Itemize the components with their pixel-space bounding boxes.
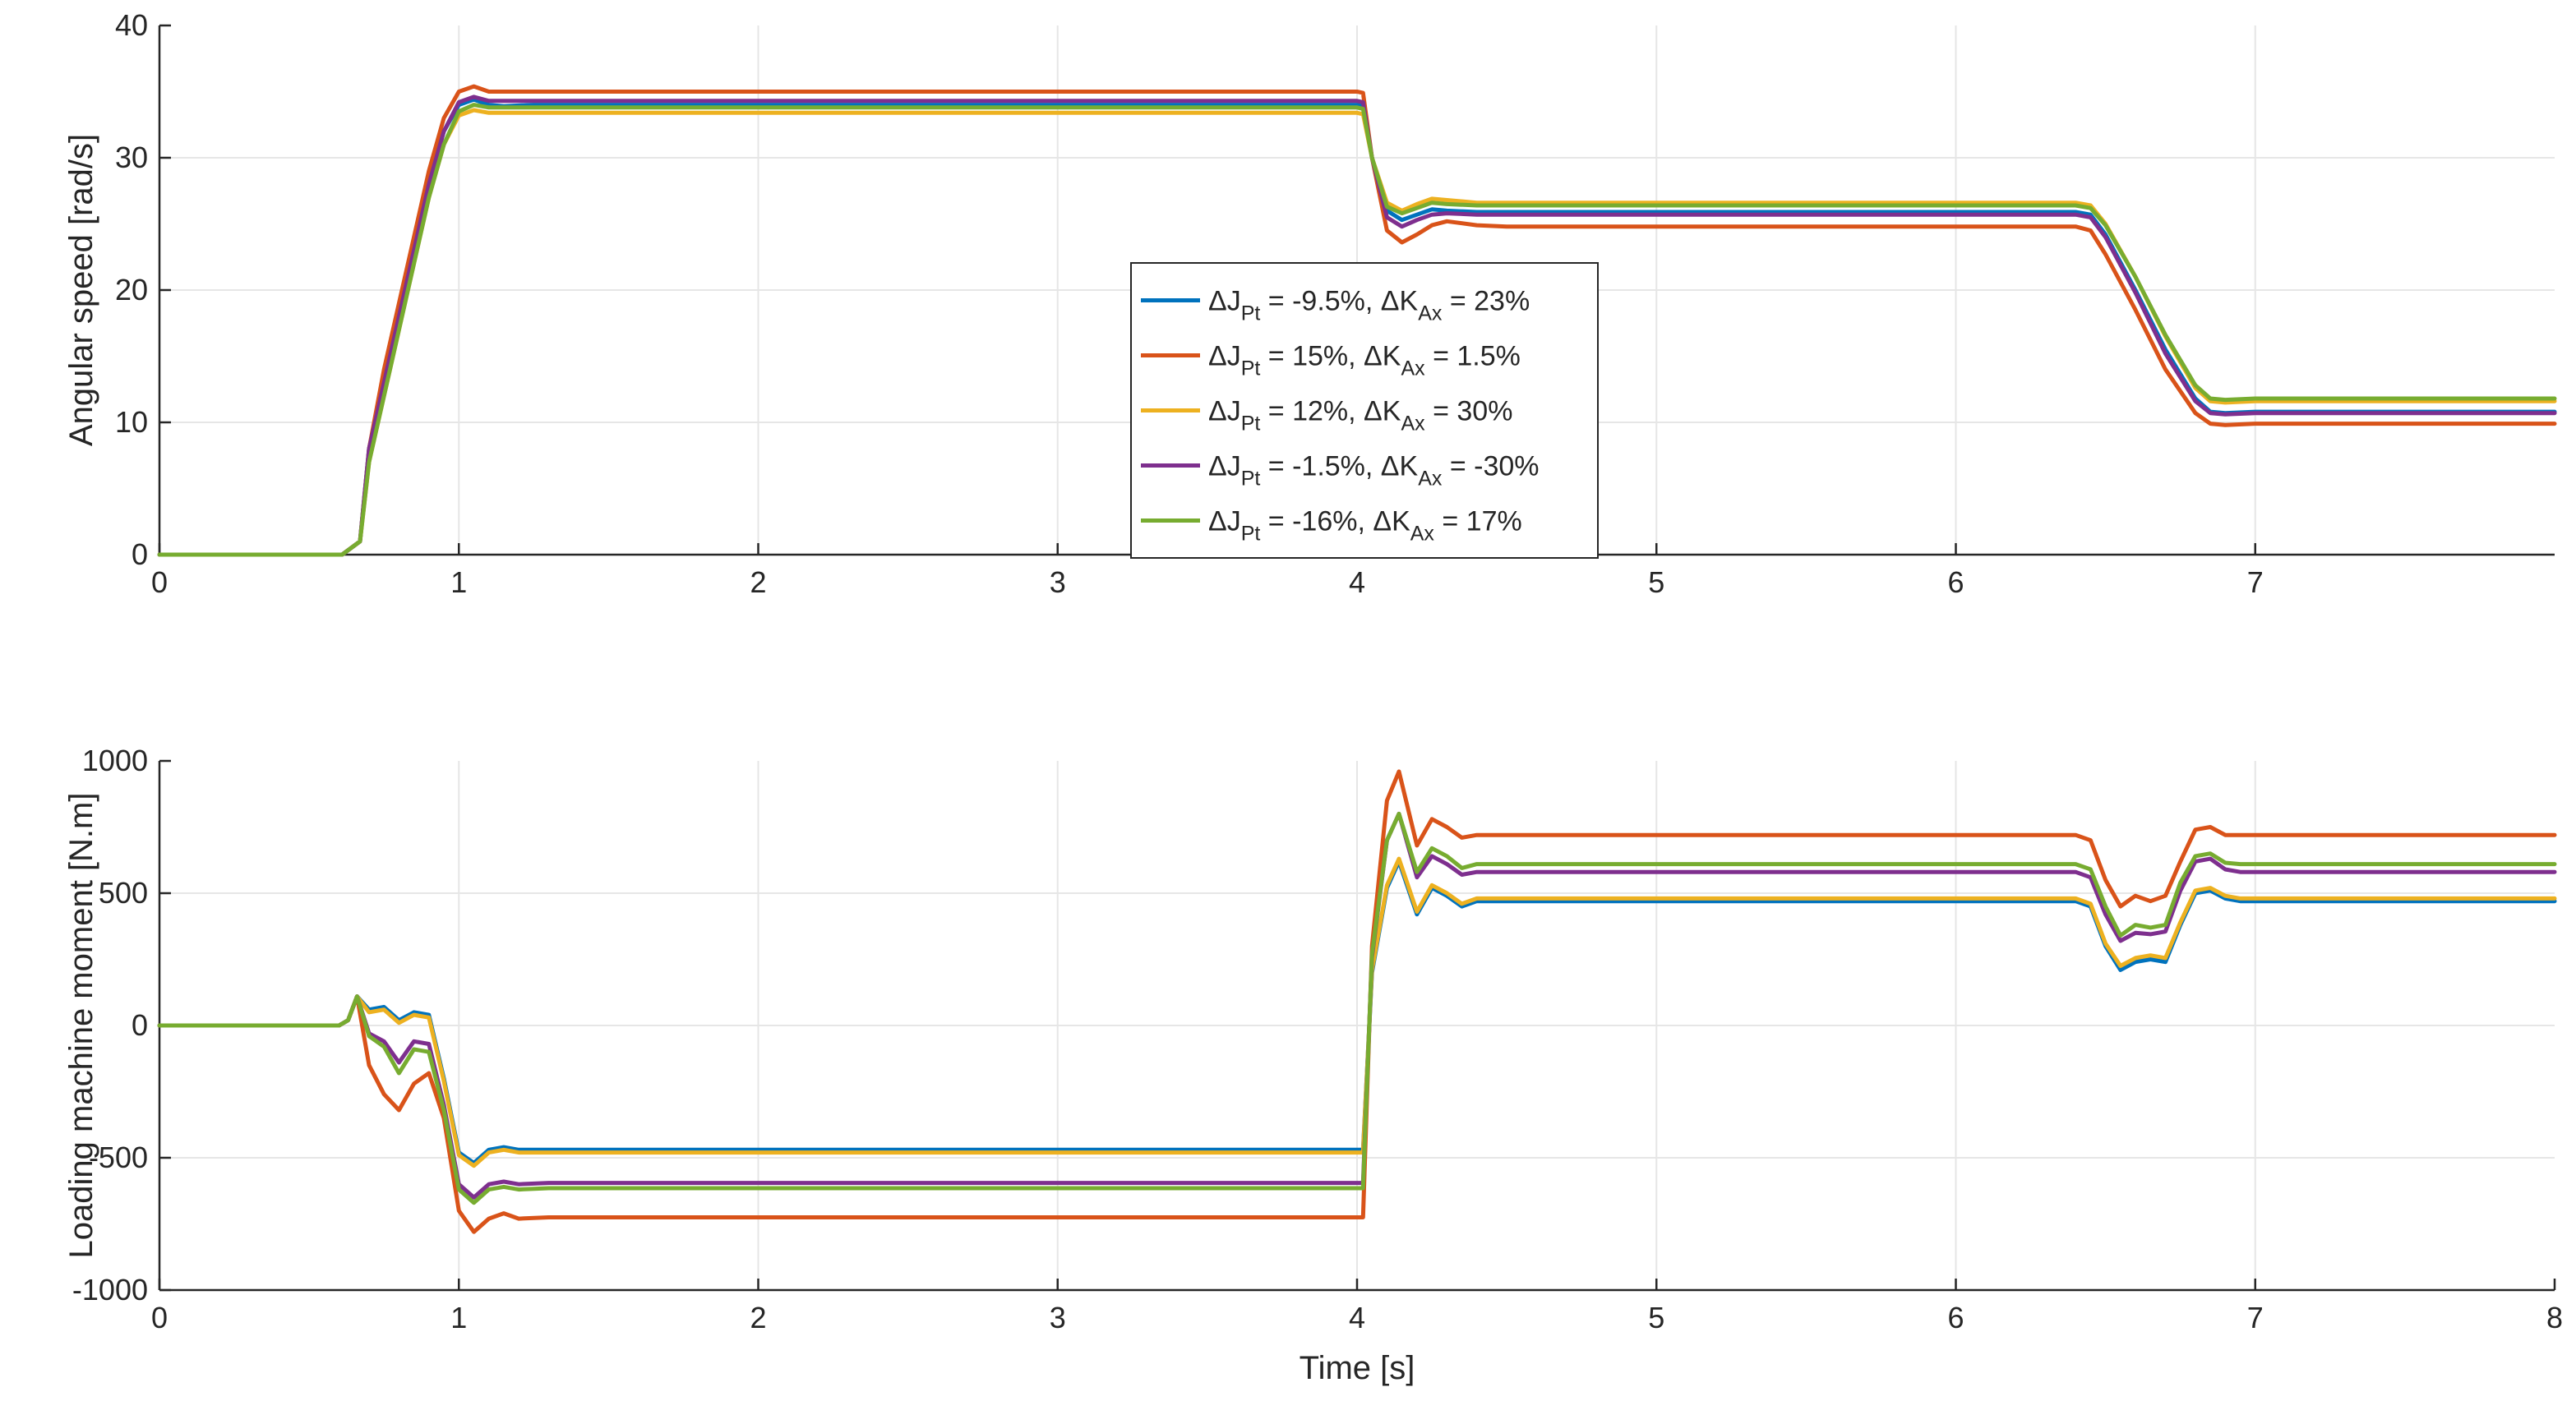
angular-speed-xtick-label-4: 4 [1349,565,1365,599]
loading-moment-xtick-label-3: 3 [1050,1301,1066,1334]
loading-moment-series-line-4 [157,811,2557,1205]
legend-entry-1-part-0: ΔJ [1208,341,1241,372]
legend: ΔJPt = -9.5%, ΔKAx = 23%ΔJPt = 15%, ΔKAx… [1130,262,1599,559]
loading-moment-xtick-label-0: 0 [151,1301,168,1334]
legend-entry-0-part-3: Ax [1418,302,1443,325]
angular-speed-xtick-label-6: 6 [1947,565,1964,599]
angular-speed-ytick-label-1: 10 [115,405,148,439]
loading-moment-xtick-label-1: 1 [450,1301,467,1334]
loading-moment-plot: 0 1 2 3 4 5 6 7 8 -1000 -500 0 500 1000 Loading machin… [63,744,2563,1386]
angular-speed-xtick-label-3: 3 [1050,565,1066,599]
angular-speed-xtick-label-0: 0 [151,565,168,599]
legend-entry-3-part-1: Pt [1241,468,1261,491]
legend-box [1130,262,1599,559]
legend-entry-2-part-1: Pt [1241,412,1261,436]
loading-moment-ytick-label-4: 1000 [82,744,148,777]
loading-moment-xtick-label-4: 4 [1349,1301,1365,1334]
legend-entry-2-part-3: Ax [1401,412,1425,436]
legend-entry-1-part-1: Pt [1241,357,1261,380]
legend-entry-0: ΔJPt = -9.5%, ΔKAx = 23% [1208,286,1530,325]
legend-entry-1-part-2: = 15%, ΔK [1260,341,1401,372]
legend-entry-1: ΔJPt = 15%, ΔKAx = 1.5% [1208,341,1521,380]
legend-entry-0-part-4: = 23% [1442,286,1530,317]
legend-entry-0-part-2: = -9.5%, ΔK [1260,286,1418,317]
legend-entry-3-part-4: = -30% [1442,451,1539,482]
legend-entry-3-part-0: ΔJ [1208,451,1241,482]
loading-moment-ytick-label-1: -500 [89,1141,148,1174]
angular-speed-ylabel: Angular speed [rad/s] [63,134,99,446]
loading-moment-xtick-label-5: 5 [1648,1301,1664,1334]
loading-moment-xtick-label-7: 7 [2247,1301,2264,1334]
angular-speed-ytick-label-4: 40 [115,8,148,42]
angular-speed-xtick-label-7: 7 [2247,565,2264,599]
loading-moment-xlabel: Time [s] [1300,1350,1415,1386]
legend-entry-2-part-2: = 12%, ΔK [1260,396,1401,427]
loading-moment-series-line-1 [157,769,2557,1234]
legend-entry-2-part-0: ΔJ [1208,396,1241,427]
loading-moment-ytick-label-2: 0 [132,1008,148,1042]
legend-entry-1-part-4: = 1.5% [1425,341,1521,372]
legend-entry-4-part-3: Ax [1410,523,1435,546]
legend-entry-0-part-1: Pt [1241,302,1261,325]
legend-entry-1-part-3: Ax [1401,357,1425,380]
angular-speed-xtick-label-5: 5 [1648,565,1664,599]
legend-entry-3: ΔJPt = -1.5%, ΔKAx = -30% [1208,451,1540,491]
legend-entry-4-part-1: Pt [1241,523,1261,546]
legend-entry-4-part-2: = -16%, ΔK [1260,506,1410,537]
angular-speed-series-line-4 [157,103,2557,557]
legend-entry-2: ΔJPt = 12%, ΔKAx = 30% [1208,396,1512,436]
loading-moment-xtick-label-2: 2 [750,1301,766,1334]
legend-entry-0-part-0: ΔJ [1208,286,1241,317]
legend-entry-3-part-3: Ax [1418,468,1443,491]
loading-moment-ylabel: Loading machine moment [N.m] [63,793,99,1259]
legend-entry-4-part-4: = 17% [1434,506,1522,537]
loading-moment-xtick-label-8: 8 [2546,1301,2563,1334]
angular-speed-plot: 0 1 2 3 4 5 6 7 0 10 20 30 40 Angular speed [rad/s] ΔJ… [63,8,2557,599]
angular-speed-ytick-label-2: 20 [115,273,148,306]
legend-entry-2-part-4: = 30% [1425,396,1513,427]
legend-entry-4: ΔJPt = -16%, ΔKAx = 17% [1208,506,1522,546]
angular-speed-xtick-label-1: 1 [450,565,467,599]
angular-speed-ytick-label-3: 30 [115,141,148,174]
legend-entry-3-part-2: = -1.5%, ΔK [1260,451,1418,482]
loading-moment-series-line-2 [157,856,2557,1168]
angular-speed-xtick-label-2: 2 [750,565,766,599]
legend-entry-4-part-0: ΔJ [1208,506,1241,537]
loading-moment-ytick-label-3: 500 [99,876,148,910]
loading-moment-ytick-label-0: -1000 [72,1273,148,1307]
loading-moment-xtick-label-6: 6 [1947,1301,1964,1334]
angular-speed-ytick-label-0: 0 [132,537,148,571]
